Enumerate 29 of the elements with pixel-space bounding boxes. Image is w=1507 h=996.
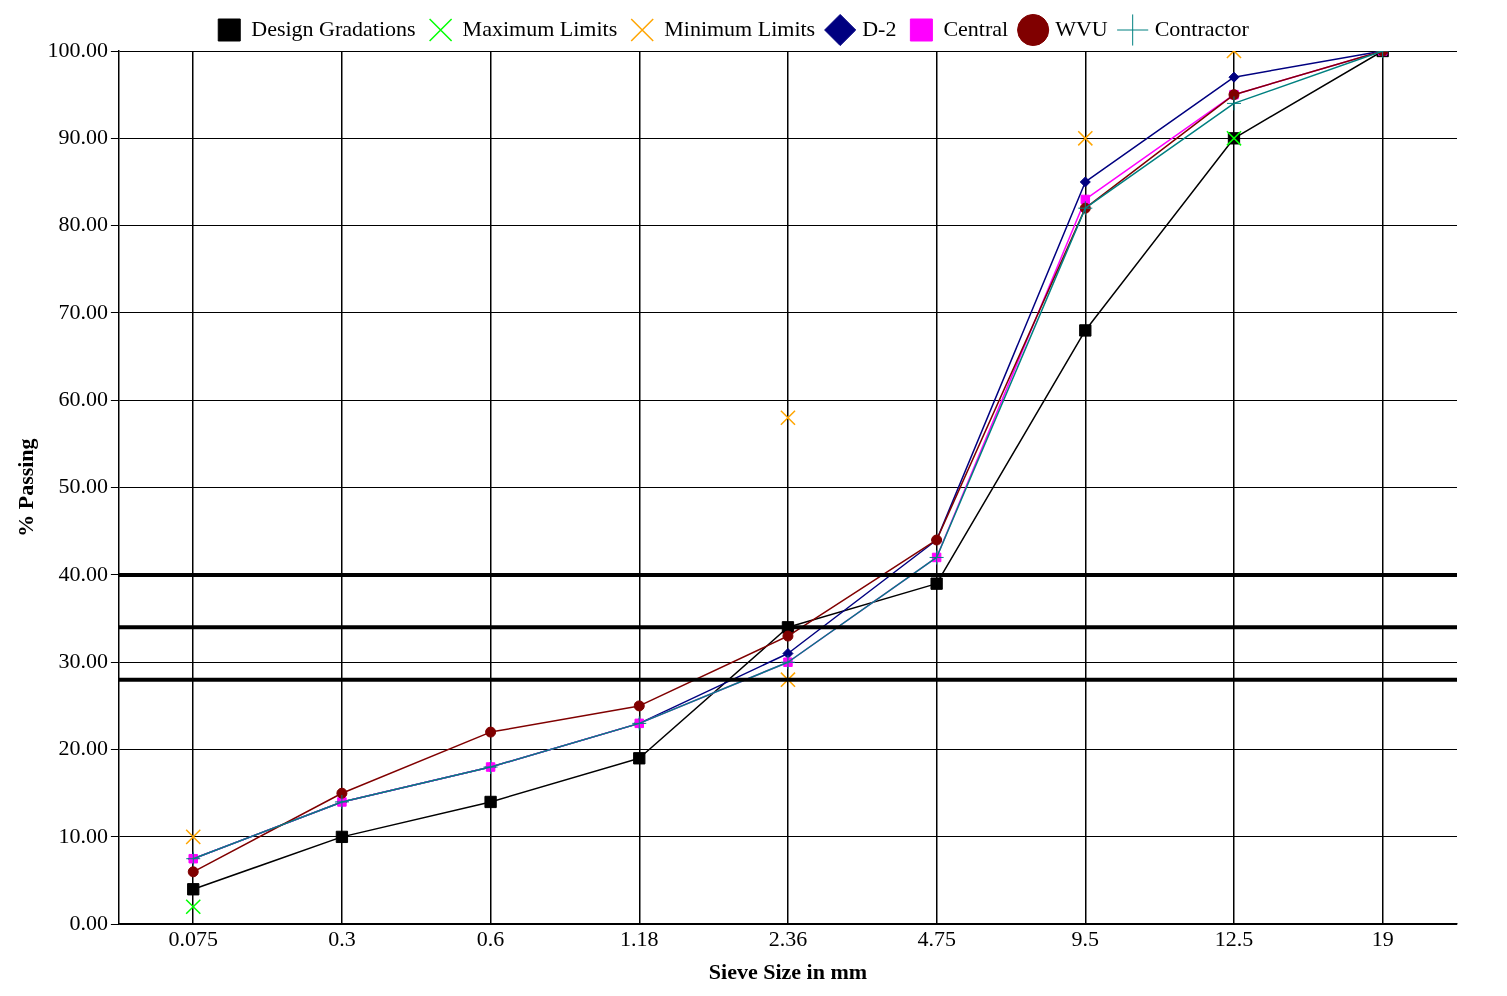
y-tick-label: 50.00 [58, 473, 108, 499]
legend-label: WVU [1055, 15, 1108, 41]
y-tick-label: 30.00 [58, 648, 108, 674]
y-tick-label: 20.00 [58, 735, 108, 761]
y-tick-label: 40.00 [58, 560, 108, 586]
x-tick-label: 0.6 [476, 926, 505, 952]
y-axis-title: % Passing [12, 438, 38, 537]
x-tick-label: 2.36 [768, 926, 808, 952]
legend-label: Design Gradations [251, 15, 416, 41]
y-tick-label: 80.00 [58, 211, 108, 237]
x-tick-label: 4.75 [917, 926, 956, 952]
y-tick-label: 100.00 [47, 36, 108, 62]
x-tick-label: 1.18 [620, 926, 659, 952]
y-tick-label: 70.00 [58, 298, 108, 324]
y-tick-label: 0.00 [69, 909, 108, 935]
x-tick-label: 19 [1371, 926, 1394, 952]
legend-label: D-2 [862, 15, 897, 41]
legend-label: Contractor [1154, 15, 1250, 41]
x-tick-label: 12.5 [1214, 926, 1254, 952]
legend-label: Minimum Limits [664, 15, 816, 41]
x-axis-title: Sieve Size in mm [708, 959, 868, 985]
legend-label: Maximum Limits [462, 15, 618, 41]
x-tick-label: 0.075 [168, 926, 218, 952]
y-tick-label: 10.00 [58, 822, 108, 848]
y-tick-label: 60.00 [58, 386, 108, 412]
legend-label: Central [943, 15, 1009, 41]
x-tick-label: 0.3 [328, 926, 356, 952]
x-tick-label: 9.5 [1071, 926, 1100, 952]
y-tick-label: 90.00 [58, 124, 108, 150]
